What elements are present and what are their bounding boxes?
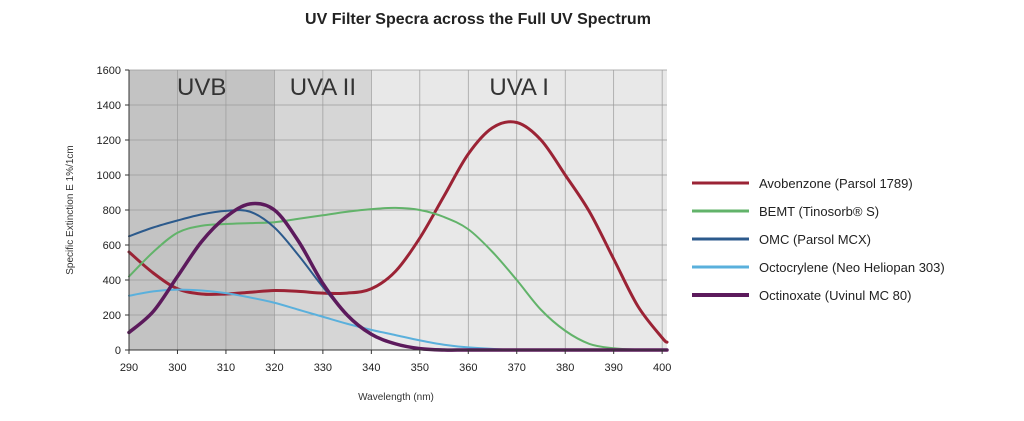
legend-label-2: OMC (Parsol MCX)	[759, 232, 871, 247]
legend: Avobenzone (Parsol 1789) BEMT (Tinosorb® …	[692, 176, 945, 303]
region-label-0: UVB	[177, 74, 226, 101]
legend-label-4: Octinoxate (Uvinul MC 80)	[759, 288, 911, 303]
legend-label-1: BEMT (Tinosorb® S)	[759, 204, 879, 219]
x-tick-label: 330	[314, 362, 332, 374]
x-tick-label: 300	[168, 362, 186, 374]
y-tick-label: 1400	[97, 100, 121, 112]
y-tick-label: 1000	[97, 170, 121, 182]
y-tick-label: 1600	[97, 65, 121, 77]
legend-label-0: Avobenzone (Parsol 1789)	[759, 176, 913, 191]
x-tick-label: 340	[362, 362, 380, 374]
legend-label-3: Octocrylene (Neo Heliopan 303)	[759, 260, 945, 275]
uv-region-labels: UVB UVA II UVA I	[177, 74, 549, 101]
x-tick-label: 400	[653, 362, 671, 374]
tick-labels: 290 300 310 320 330 340 350 360 370 380 390 400 0 200…	[97, 65, 672, 374]
x-tick-label: 310	[217, 362, 235, 374]
y-tick-label: 600	[103, 240, 121, 252]
y-axis-label: Specific Extinction E 1%/1cm	[65, 145, 76, 275]
x-tick-label: 390	[605, 362, 623, 374]
x-axis-label: Wavelength (nm)	[358, 392, 434, 403]
chart-title: UV Filter Specra across the Full UV Spec…	[305, 11, 651, 28]
y-tick-label: 200	[103, 310, 121, 322]
series-line-1	[128, 206, 668, 352]
x-tick-label: 360	[459, 362, 477, 374]
x-tick-label: 320	[265, 362, 283, 374]
axes	[125, 69, 667, 354]
y-tick-label: 400	[103, 275, 121, 287]
x-tick-label: 350	[411, 362, 429, 374]
series-line-0	[127, 120, 669, 344]
x-tick-label: 370	[508, 362, 526, 374]
x-tick-label: 380	[556, 362, 574, 374]
region-label-1: UVA II	[290, 74, 356, 101]
y-tick-label: 0	[115, 345, 121, 357]
y-tick-label: 800	[103, 205, 121, 217]
y-tick-label: 1200	[97, 135, 121, 147]
x-tick-label: 290	[120, 362, 138, 374]
region-label-2: UVA I	[489, 74, 549, 101]
